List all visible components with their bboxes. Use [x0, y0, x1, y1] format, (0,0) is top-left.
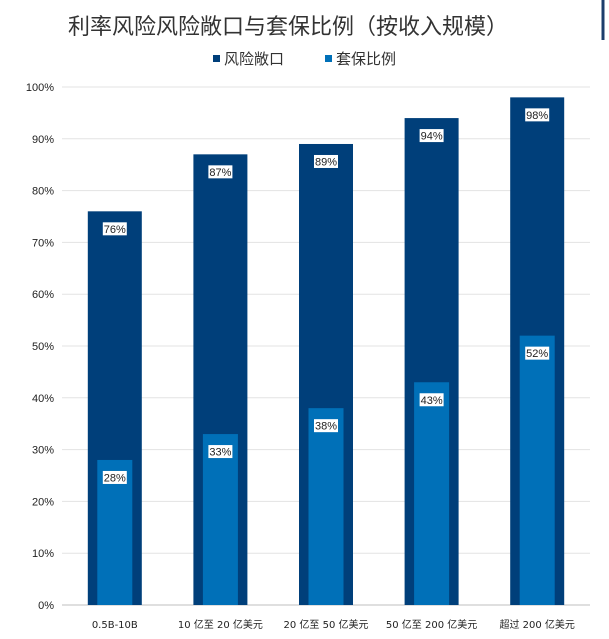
hedge-bar: [97, 459, 133, 605]
hedge-bar: [414, 382, 450, 605]
data-label-box: [525, 346, 550, 360]
y-tick-label: 100%: [26, 82, 54, 94]
data-label: 76%: [104, 224, 126, 236]
data-label-box: [525, 108, 550, 122]
chart-title: 利率风险风险敞口与套保比例（按收入规模）: [68, 15, 508, 40]
legend-label-1: 风险敞口: [224, 50, 284, 68]
data-label: 94%: [421, 131, 443, 143]
y-tick-label: 40%: [32, 393, 54, 405]
data-label: 52%: [526, 348, 548, 360]
y-tick-label: 20%: [32, 496, 54, 508]
data-label-box: [314, 154, 338, 168]
x-category-label: 10 亿至 20 亿美元: [178, 618, 263, 631]
legend-swatch-2: [325, 55, 332, 62]
data-label-box: [419, 393, 444, 407]
data-label-box: [419, 129, 444, 143]
y-axis: 0% 10% 20% 30% 40% 50% 60% 70% 80% 90% 100%: [26, 82, 54, 612]
hedge-bar: [308, 408, 344, 605]
x-category-label: 超过 200 亿美元: [499, 618, 574, 631]
x-category-label: 20 亿至 50 亿美元: [284, 618, 369, 631]
y-tick-label: 10%: [32, 548, 54, 560]
y-tick-label: 90%: [32, 134, 54, 146]
hedge-bar: [202, 434, 238, 605]
y-tick-label: 0%: [38, 600, 54, 612]
legend-label-2: 套保比例: [336, 50, 396, 68]
y-tick-label: 60%: [32, 289, 54, 301]
bars: 76% 28% 87% 33% 89% 38% 94% 43% 98% 52%: [87, 97, 565, 606]
y-tick-label: 70%: [32, 237, 54, 249]
y-tick-label: 80%: [32, 186, 54, 198]
data-label: 28%: [104, 472, 126, 484]
legend-swatch-1: [213, 55, 220, 62]
x-category-label: 50 亿至 200 亿美元: [386, 618, 477, 631]
legend: 风险敞口 套保比例: [213, 50, 396, 68]
data-label: 33%: [209, 447, 231, 459]
y-tick-label: 50%: [32, 341, 54, 353]
data-label: 98%: [526, 110, 548, 122]
data-label: 89%: [315, 156, 337, 168]
hedge-bar: [519, 335, 555, 605]
data-label-box: [208, 165, 233, 179]
x-axis: 0.5B-10B 10 亿至 20 亿美元 20 亿至 50 亿美元 50 亿至 20…: [92, 618, 575, 631]
data-label: 43%: [421, 395, 443, 407]
data-label: 38%: [315, 421, 337, 433]
data-label-box: [208, 445, 233, 459]
data-label-box: [314, 419, 338, 433]
y-tick-label: 30%: [32, 445, 54, 457]
data-label: 87%: [209, 167, 231, 179]
x-category-label: 0.5B-10B: [92, 620, 138, 631]
data-label-box: [102, 470, 127, 484]
data-label-box: [102, 222, 127, 236]
